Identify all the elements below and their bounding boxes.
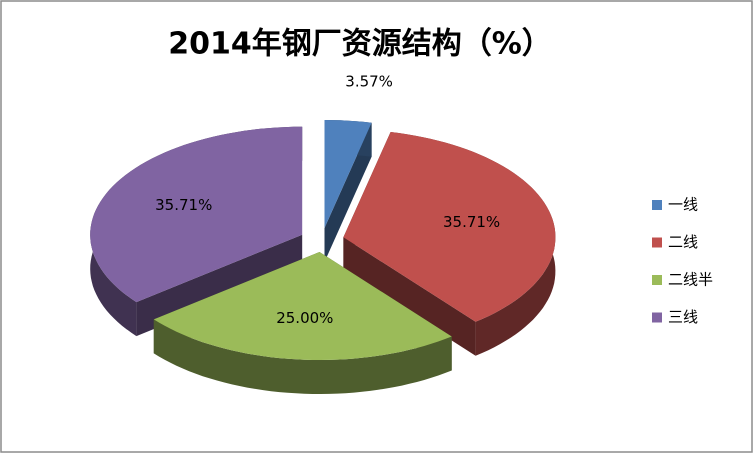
legend-swatch (652, 200, 662, 210)
data-label: 25.00% (276, 309, 333, 327)
slice-side (324, 122, 372, 262)
legend-swatch (652, 312, 662, 323)
chart-title: 2014年钢厂资源结构（%） (168, 27, 552, 62)
slice (90, 126, 303, 303)
slice-side (153, 319, 452, 394)
legend-label: 三线 (668, 308, 698, 326)
legend-swatch (652, 237, 662, 248)
legend-label: 一线 (668, 196, 698, 214)
data-label: 35.71% (155, 196, 212, 214)
slice (153, 252, 452, 360)
legend-label: 二线半 (668, 271, 713, 289)
data-label: 35.71% (443, 213, 500, 231)
data-label: 3.57% (345, 72, 393, 90)
slice (324, 120, 372, 228)
legend-swatch (652, 275, 662, 285)
slice-side (343, 237, 476, 356)
legend-label: 二线 (668, 233, 698, 251)
slice (343, 132, 556, 322)
